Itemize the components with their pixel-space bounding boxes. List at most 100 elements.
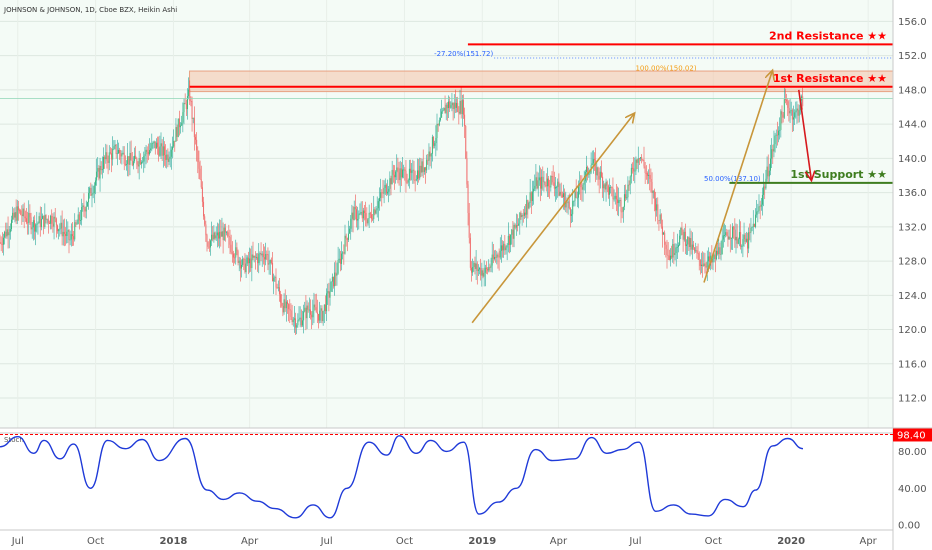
- candle-body: [472, 267, 474, 273]
- candle-body: [34, 220, 35, 232]
- candle-body: [651, 181, 653, 194]
- candle-body: [672, 244, 674, 258]
- candle-body: [466, 158, 468, 185]
- candle-body: [351, 212, 353, 219]
- candle-body: [502, 245, 504, 251]
- candle-body: [637, 158, 639, 163]
- candle-body: [24, 216, 26, 219]
- candle-body: [649, 174, 651, 180]
- candle-body: [729, 236, 731, 239]
- candle-body: [742, 239, 744, 247]
- candle-body: [93, 185, 95, 194]
- time-tick-label: Oct: [396, 536, 413, 547]
- candle-body: [372, 218, 374, 220]
- candle-body: [339, 258, 341, 264]
- candle-body: [330, 281, 332, 292]
- candle-body: [607, 185, 609, 195]
- candle-body: [697, 253, 699, 254]
- candle-body: [674, 253, 676, 255]
- fib-label: -27.20%(151.72): [434, 50, 493, 58]
- candle-body: [203, 201, 205, 217]
- candle-body: [730, 237, 732, 239]
- candle-body: [543, 181, 545, 183]
- candle-body: [230, 244, 232, 253]
- candle-body: [353, 206, 355, 221]
- candle-body: [714, 254, 716, 260]
- candle-body: [304, 307, 306, 312]
- candle-body: [712, 259, 714, 263]
- candle-body: [495, 257, 497, 258]
- candle-body: [583, 180, 585, 185]
- candle-body: [796, 108, 798, 111]
- level-label: 2nd Resistance ★★: [769, 29, 887, 42]
- candle-body: [719, 247, 721, 255]
- candle-body: [127, 156, 129, 165]
- candle-body: [85, 206, 87, 212]
- candle-body: [268, 263, 270, 265]
- candle-body: [515, 225, 517, 228]
- candle-body: [345, 235, 347, 239]
- candle-body: [513, 224, 515, 239]
- candle-body: [63, 231, 65, 234]
- candle-body: [142, 161, 144, 163]
- candle-body: [195, 137, 196, 140]
- candle-body: [368, 212, 370, 219]
- candle-body: [377, 201, 379, 209]
- candle-body: [755, 214, 757, 227]
- candle-body: [214, 232, 216, 239]
- candle-body: [107, 160, 109, 163]
- candle-body: [606, 181, 608, 186]
- candle-body: [626, 197, 628, 199]
- candle-body: [589, 172, 591, 174]
- candle-body: [710, 255, 712, 262]
- candle-body: [757, 210, 759, 212]
- candle-body: [491, 254, 493, 266]
- candle-body: [537, 180, 539, 189]
- candle-body: [611, 187, 613, 188]
- candle-body: [656, 204, 658, 211]
- candle-body: [311, 314, 313, 318]
- candle-body: [508, 235, 510, 245]
- candle-body: [565, 202, 567, 208]
- candle-body: [653, 190, 655, 199]
- candle-body: [19, 210, 21, 212]
- candle-body: [406, 182, 408, 184]
- price-tick-label: 128.0: [898, 257, 927, 268]
- candle-body: [333, 276, 334, 287]
- candle-body: [773, 144, 775, 152]
- candle-body: [690, 238, 692, 250]
- candle-body: [795, 110, 797, 113]
- candle-body: [360, 211, 362, 214]
- candle-body: [346, 238, 348, 240]
- candle-body: [586, 166, 587, 172]
- candle-body: [629, 176, 631, 186]
- candle-body: [120, 153, 122, 157]
- candle-body: [370, 214, 372, 219]
- candle-body: [25, 218, 27, 223]
- candle-body: [166, 154, 168, 160]
- candle-body: [367, 218, 369, 224]
- candle-body: [764, 186, 766, 189]
- candle-body: [668, 255, 670, 261]
- candle-body: [456, 102, 458, 108]
- candle-body: [398, 172, 400, 181]
- candle-body: [161, 143, 163, 156]
- candle-body: [326, 293, 328, 312]
- candle-body: [594, 159, 596, 161]
- candle-body: [8, 232, 10, 236]
- time-tick-label: Apr: [550, 536, 568, 547]
- candle-body: [259, 253, 261, 254]
- candle-body: [442, 110, 444, 112]
- candle-body: [384, 184, 386, 188]
- candle-body: [284, 299, 286, 309]
- candle-body: [676, 246, 678, 248]
- candle-body: [347, 233, 349, 240]
- candle-body: [534, 185, 536, 189]
- candle-body: [772, 149, 774, 152]
- candle-body: [640, 157, 642, 159]
- candle-body: [314, 304, 316, 308]
- candle-body: [153, 141, 155, 143]
- candle-body: [201, 187, 203, 202]
- candle-body: [609, 187, 610, 195]
- candle-body: [145, 149, 147, 155]
